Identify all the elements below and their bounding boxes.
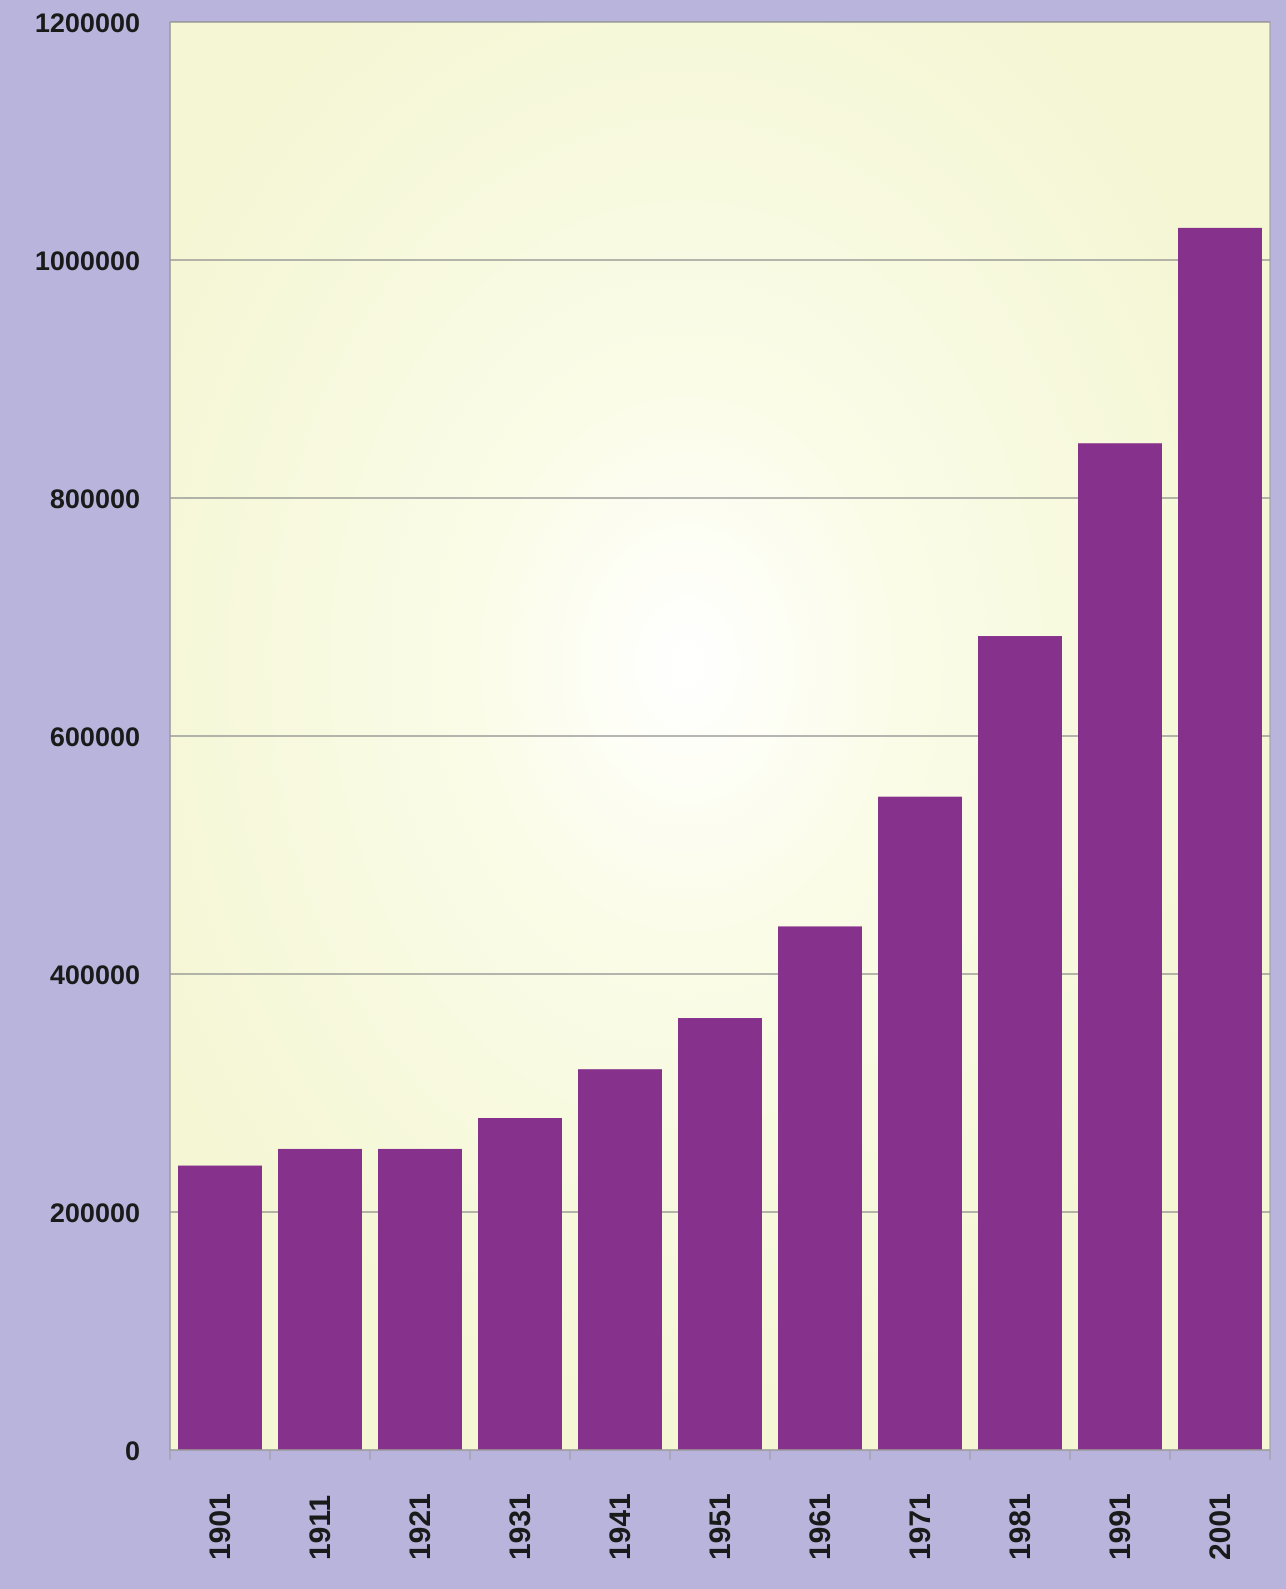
x-tick-label: 1951 bbox=[704, 1493, 737, 1560]
x-tick-label: 1921 bbox=[404, 1493, 437, 1560]
bar bbox=[878, 796, 962, 1450]
bar bbox=[578, 1069, 662, 1450]
x-tick-label: 1971 bbox=[904, 1493, 937, 1560]
x-tick-label: 1901 bbox=[204, 1493, 237, 1560]
y-tick-label: 1200000 bbox=[35, 8, 140, 38]
x-tick-label: 1931 bbox=[504, 1493, 537, 1560]
bar bbox=[1178, 227, 1262, 1450]
bar bbox=[478, 1117, 562, 1450]
y-tick-label: 1000000 bbox=[35, 246, 140, 276]
y-tick-label: 200000 bbox=[50, 1198, 140, 1228]
bar bbox=[1078, 443, 1162, 1450]
bar bbox=[378, 1148, 462, 1450]
x-tick-label: 1981 bbox=[1004, 1493, 1037, 1560]
bar bbox=[678, 1018, 762, 1450]
x-tick-label: 2001 bbox=[1204, 1493, 1237, 1560]
bar bbox=[178, 1165, 262, 1450]
x-tick-label: 1991 bbox=[1104, 1493, 1137, 1560]
bar bbox=[278, 1148, 362, 1450]
y-tick-label: 0 bbox=[125, 1436, 140, 1466]
y-tick-label: 600000 bbox=[50, 722, 140, 752]
bar bbox=[778, 926, 862, 1450]
x-tick-label: 1911 bbox=[304, 1495, 337, 1560]
y-tick-label: 400000 bbox=[50, 960, 140, 990]
x-tick-label: 1941 bbox=[604, 1493, 637, 1560]
y-tick-label: 800000 bbox=[50, 484, 140, 514]
bar bbox=[978, 636, 1062, 1450]
x-tick-label: 1961 bbox=[804, 1493, 837, 1560]
